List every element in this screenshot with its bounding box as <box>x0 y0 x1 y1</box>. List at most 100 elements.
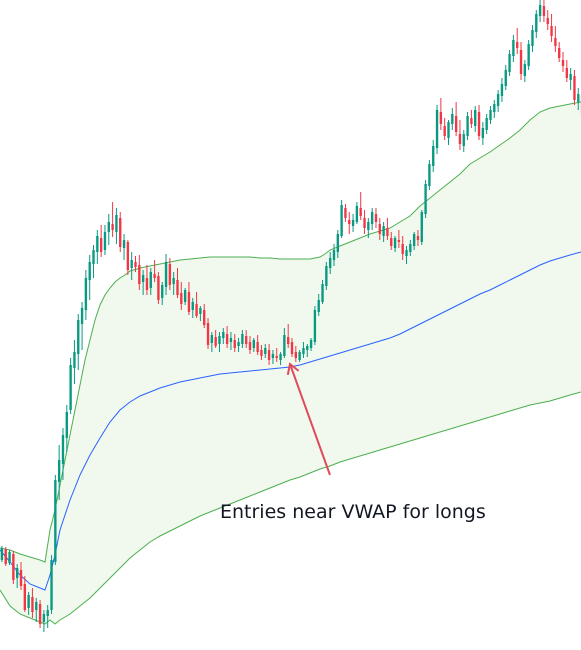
vwap-band-fill <box>0 102 581 624</box>
candle-body <box>157 276 160 300</box>
candle-body <box>260 350 263 356</box>
candle-body <box>527 44 530 66</box>
candle-body <box>245 336 248 344</box>
candle-body <box>50 560 53 610</box>
candle-body <box>54 480 57 562</box>
candle-body <box>470 118 473 124</box>
candle-body <box>313 310 317 342</box>
candle-body <box>161 285 164 298</box>
candle-body <box>485 118 488 130</box>
candle-body <box>153 274 156 278</box>
candle-body <box>206 323 210 345</box>
candle-body <box>42 614 46 622</box>
candle-body <box>77 320 80 354</box>
candle-body <box>516 42 519 48</box>
candle-body <box>92 250 95 264</box>
candle-body <box>31 597 34 612</box>
candle-body <box>565 68 569 78</box>
candle-body <box>306 346 309 350</box>
candle-body <box>451 114 454 124</box>
candle-body <box>458 134 462 144</box>
candle-body <box>397 240 401 242</box>
candle-body <box>126 242 130 270</box>
candle-body <box>27 595 30 608</box>
candle-body <box>309 340 313 348</box>
candle-body <box>561 60 565 66</box>
candle-body <box>542 6 546 16</box>
candle-body <box>344 208 347 218</box>
candle-body <box>420 212 423 242</box>
candle-body <box>73 352 76 368</box>
candle-body <box>359 208 362 216</box>
candle-body <box>405 250 408 256</box>
candle-body <box>130 260 133 268</box>
candle-body <box>23 584 26 610</box>
candle-body <box>363 218 366 228</box>
candle-body <box>4 549 7 564</box>
candle-body <box>348 220 351 224</box>
candle-body <box>275 356 278 358</box>
candle-body <box>378 224 381 234</box>
candle-body <box>57 460 61 482</box>
candle-body <box>294 352 297 358</box>
candle-body <box>370 212 374 224</box>
candle-body <box>172 278 175 284</box>
candle-body <box>298 352 301 360</box>
candle-body <box>382 226 385 236</box>
candle-body <box>149 272 152 288</box>
candle-body <box>577 94 580 102</box>
candle-body <box>439 112 443 124</box>
candle-body <box>340 205 343 236</box>
candle-body <box>88 262 91 280</box>
candle-body <box>283 335 286 356</box>
candle-body <box>38 604 42 624</box>
candle-body <box>546 18 549 24</box>
candle-body <box>401 244 404 254</box>
candle-body <box>199 308 202 314</box>
candle-body <box>252 340 256 348</box>
candle-body <box>302 348 305 354</box>
candle-body <box>12 554 15 580</box>
candle-body <box>264 348 267 354</box>
candle-body <box>61 435 65 464</box>
candle-body <box>351 220 355 226</box>
candle-body <box>489 110 492 120</box>
candle-body <box>222 332 225 338</box>
vwap-line <box>0 251 581 591</box>
candle-body <box>386 228 389 236</box>
candle-body <box>493 104 496 112</box>
candle-body <box>191 302 194 310</box>
candle-body <box>0 548 4 560</box>
candle-body <box>138 265 141 284</box>
candle-body <box>573 76 576 100</box>
candle-body <box>122 240 126 248</box>
candle-body <box>554 38 557 46</box>
candle-body <box>531 30 534 46</box>
candle-body <box>69 365 72 410</box>
candle-body <box>550 26 553 36</box>
candle-body <box>176 280 179 295</box>
candle-body <box>145 278 149 290</box>
candle-body <box>538 5 542 16</box>
candle-body <box>225 334 229 344</box>
candle-body <box>8 552 11 563</box>
candle-body <box>454 116 458 132</box>
candle-body <box>35 602 38 610</box>
candle-body <box>409 244 412 252</box>
candle-body <box>164 262 168 287</box>
candle-body <box>508 54 511 72</box>
candle-body <box>241 334 244 344</box>
candle-body <box>203 310 206 325</box>
candlestick-series <box>0 0 581 632</box>
candle-body <box>290 342 294 354</box>
candle-body <box>412 234 416 246</box>
candle-body <box>332 250 336 260</box>
candle-body <box>390 238 393 246</box>
candle-body <box>65 412 68 438</box>
candle-body <box>496 94 500 106</box>
candle-body <box>428 164 431 186</box>
candle-body <box>187 292 191 312</box>
candle-body <box>183 290 187 302</box>
candle-body <box>519 50 523 74</box>
